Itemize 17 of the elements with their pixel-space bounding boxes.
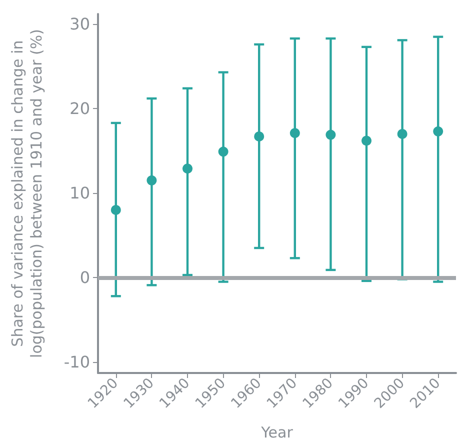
y-axis-title: Share of variance explained in change in log(population) between 1910 and year (%) xyxy=(8,29,46,358)
x-axis-title: Year xyxy=(260,424,294,442)
y-tick-label: -10 xyxy=(64,352,90,372)
point xyxy=(433,126,444,136)
point xyxy=(146,175,157,186)
y-tick-label: 0 xyxy=(80,268,90,288)
point xyxy=(110,204,121,215)
point xyxy=(326,130,336,140)
y-tick-label: 30 xyxy=(70,14,90,34)
point xyxy=(182,164,192,174)
point xyxy=(362,136,372,146)
y-tick-label: 10 xyxy=(70,184,90,203)
point xyxy=(218,146,228,157)
point xyxy=(254,131,264,142)
y-tick-label: 20 xyxy=(70,99,90,118)
point xyxy=(397,128,408,139)
point xyxy=(290,128,300,138)
